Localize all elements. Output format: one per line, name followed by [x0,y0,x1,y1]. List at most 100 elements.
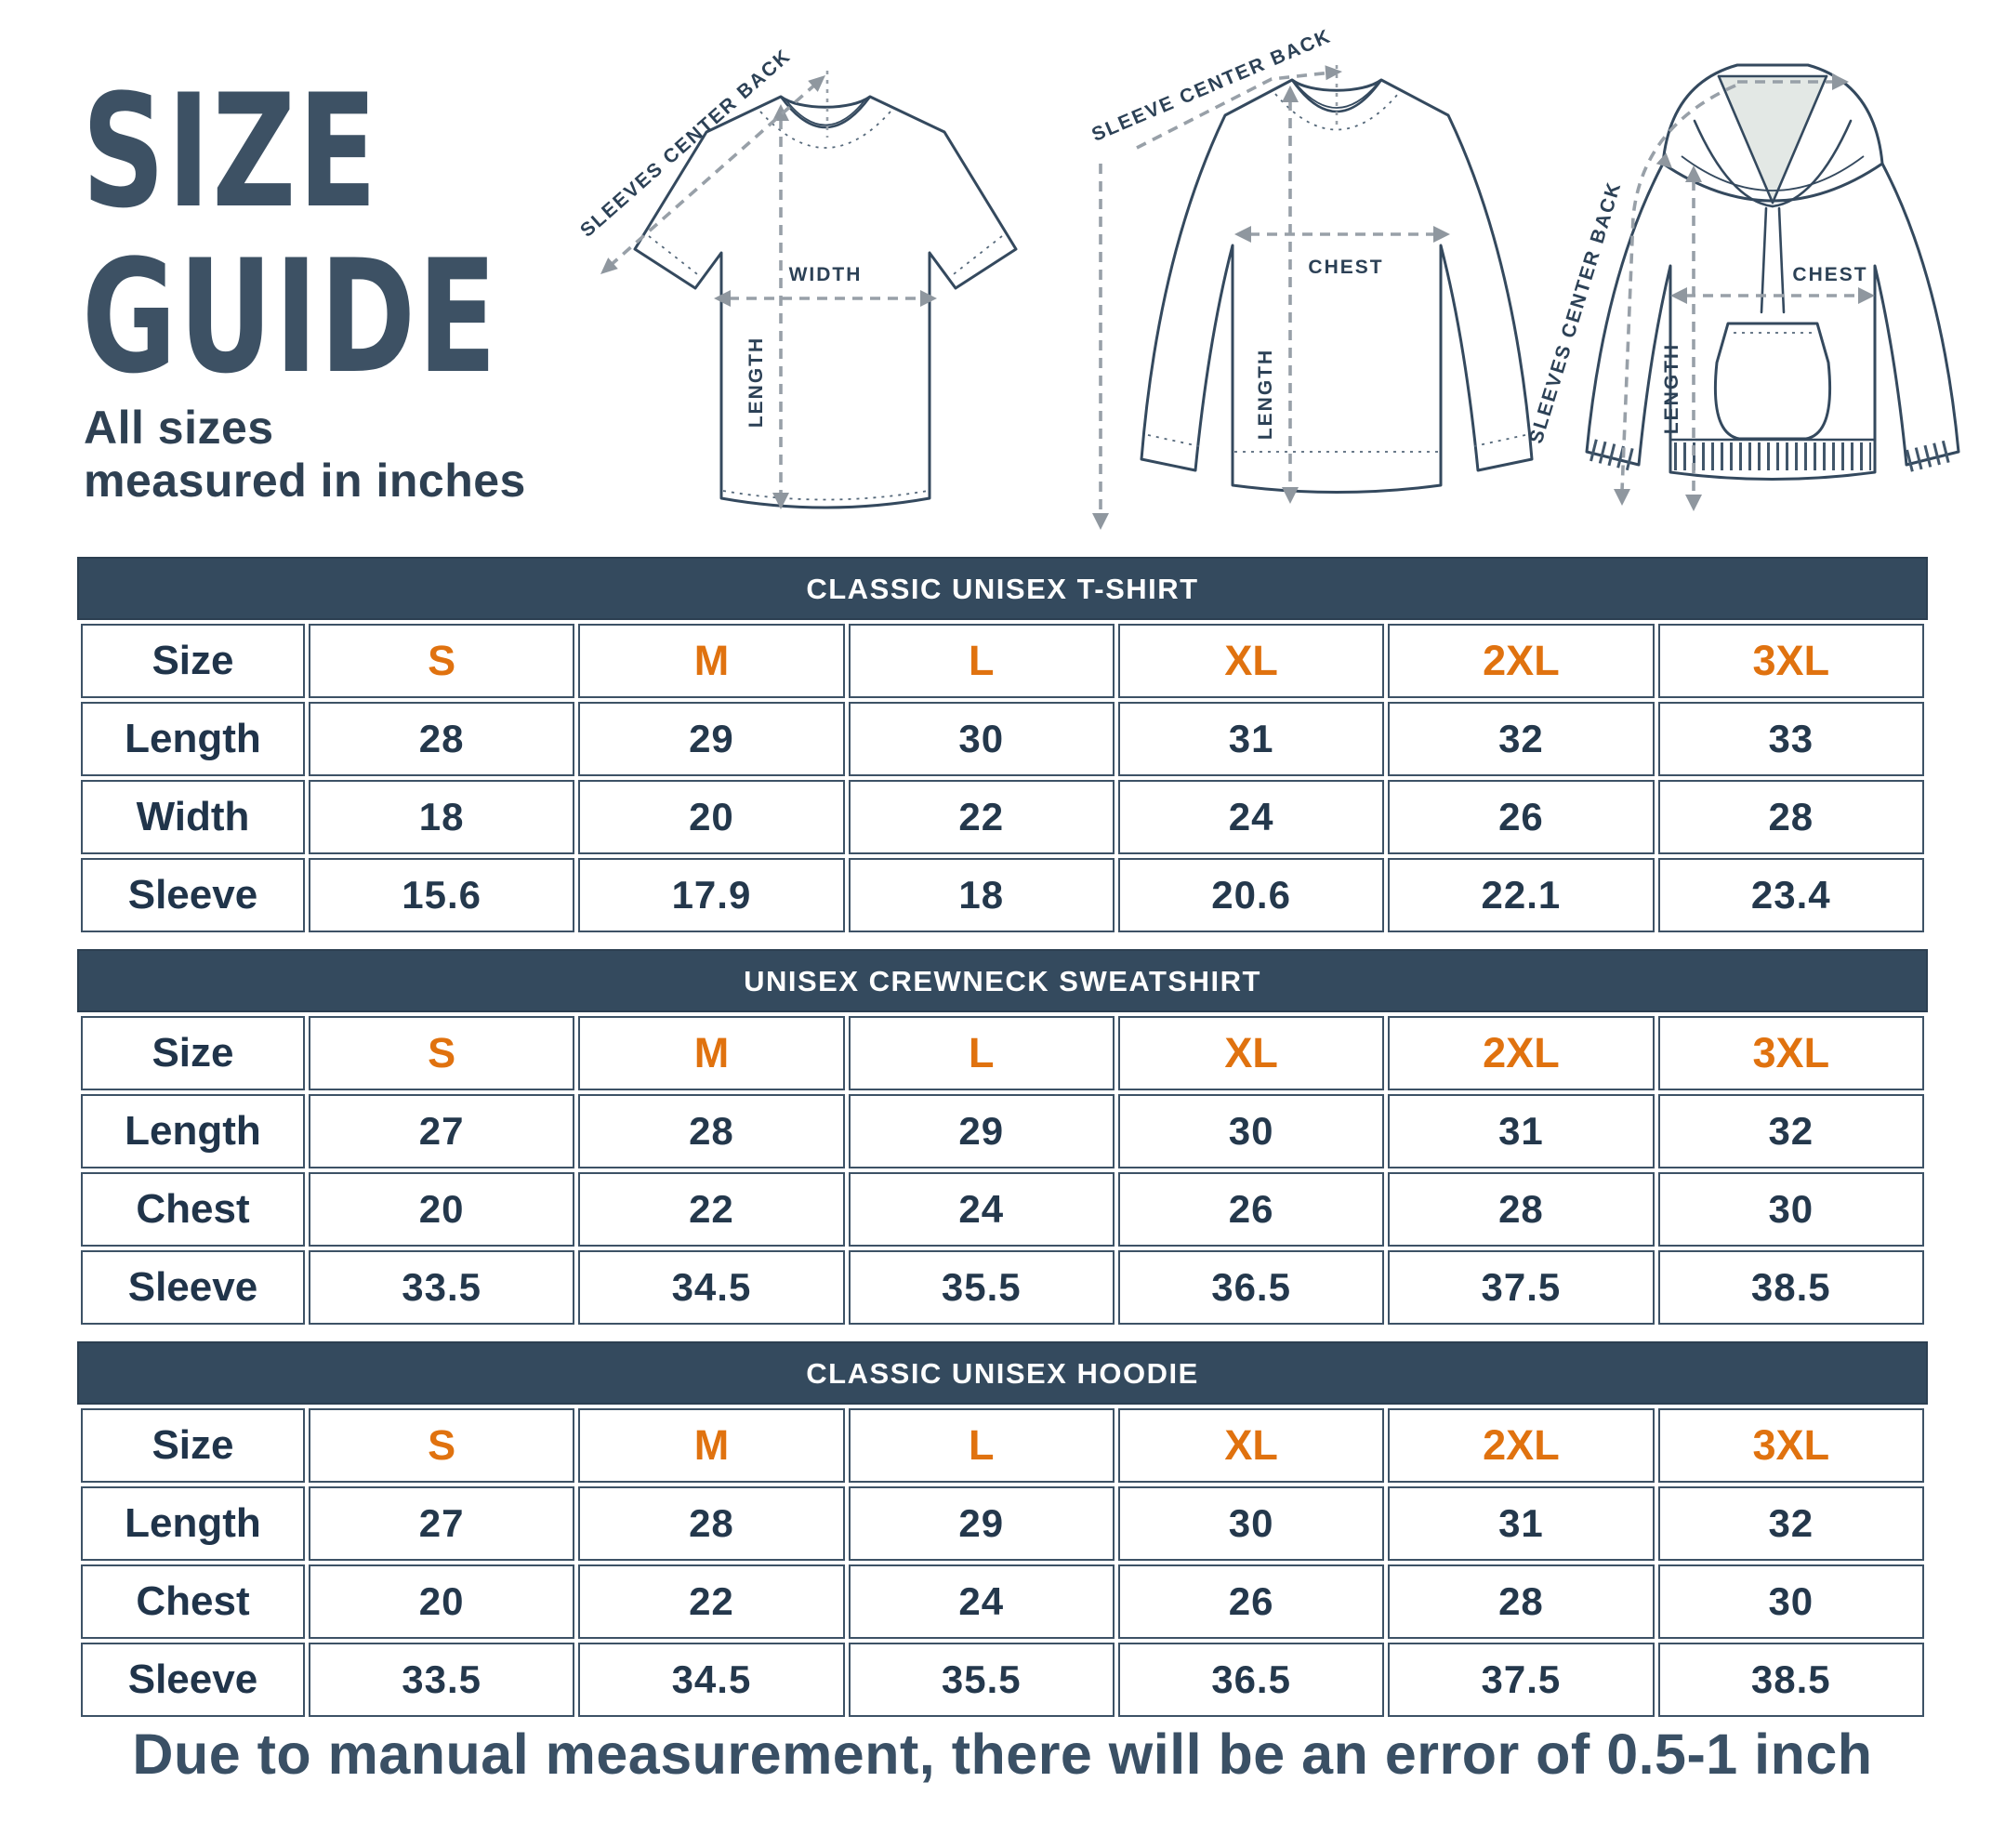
subtitle-line-2: measured in inches [84,455,526,507]
tshirt-diagram: WIDTH LENGTH SLEEVES CENTER BACK [576,45,1018,509]
size-table-hoodie: CLASSIC UNISEX HOODIE Size S M L XL 2XL 3XL Leng… [77,1341,1928,1721]
value-cell: 34.5 [578,1250,845,1325]
value-cell: 36.5 [1117,1250,1385,1325]
value-cell: 29 [848,1486,1115,1561]
hoodie-diagram: CHEST LENGTH SLEEVES CENTER BACK [1525,63,1960,511]
value-cell: 20 [578,780,845,854]
value-cell: 28 [1657,780,1924,854]
size-row: Size S M L XL 2XL 3XL [81,1016,1924,1090]
measurement-error-note: Due to manual measurement, there will be… [132,1723,1873,1786]
length-label: LENGTH [1661,343,1682,434]
subtitle-line-1: All sizes [84,402,274,454]
value-cell: 28 [578,1486,845,1561]
size-cell: M [578,1408,845,1483]
tshirt-collar-stitch [759,111,891,149]
size-cell: 2XL [1388,1016,1655,1090]
size-cell: S [308,624,575,698]
value-cell: 26 [1388,780,1655,854]
size-cell: XL [1117,624,1385,698]
value-cell: 29 [848,1094,1115,1168]
tshirt-hem-stitch [722,490,929,501]
size-cell: L [848,1408,1115,1483]
value-cell: 28 [308,702,575,776]
measurement-row-length: Length 27 28 29 30 31 32 [81,1486,1924,1561]
value-cell: 30 [1657,1564,1924,1639]
width-label: WIDTH [789,264,863,285]
value-cell: 30 [1657,1172,1924,1247]
measurement-row-sleeve: Sleeve 33.5 34.5 35.5 36.5 37.5 38.5 [81,1643,1924,1717]
tshirt-sleeve-stitch-left [648,235,702,278]
sweatshirt-outline [1140,78,1534,494]
row-label-size: Size [81,1408,305,1483]
size-cell: L [848,1016,1115,1090]
value-cell: 31 [1388,1094,1655,1168]
sweatshirt-collar-stitch [1274,93,1399,131]
tshirt-sleeve-stitch-right [949,235,1003,278]
value-cell: 20 [308,1564,575,1639]
hoodie-hood-interior [1719,76,1827,203]
row-label-size: Size [81,1016,305,1090]
value-cell: 26 [1117,1172,1385,1247]
hoodie-cuff-rib-left [1589,439,1640,472]
chest-label: CHEST [1792,264,1867,285]
value-cell: 18 [308,780,575,854]
sweatshirt-cuff-stitch-left [1147,434,1200,447]
value-cell: 24 [848,1564,1115,1639]
value-cell: 38.5 [1657,1250,1924,1325]
value-cell: 27 [308,1486,575,1561]
page-title: SIZE GUIDE [82,69,645,400]
table-title-crewneck: UNISEX CREWNECK SWEATSHIRT [77,949,1928,1012]
row-label: Length [81,702,305,776]
length-label: LENGTH [1255,349,1276,440]
value-cell: 30 [1117,1094,1385,1168]
value-cell: 17.9 [578,858,845,932]
length-measure-arrow: LENGTH [1255,86,1299,504]
value-cell: 34.5 [578,1643,845,1717]
measurement-row-chest: Chest 20 22 24 26 28 30 [81,1564,1924,1639]
chest-measure-arrow: CHEST [1670,264,1875,304]
value-cell: 37.5 [1388,1250,1655,1325]
row-label: Length [81,1094,305,1168]
size-table-crewneck: UNISEX CREWNECK SWEATSHIRT Size S M L XL 2XL 3X… [77,949,1928,1328]
size-chart-crewneck: Size S M L XL 2XL 3XL Length 27 28 29 30 31 32 Chest 20… [77,1012,1928,1328]
value-cell: 28 [578,1094,845,1168]
size-cell: 2XL [1388,624,1655,698]
sweatshirt-cuff-stitch-right [1473,434,1526,447]
value-cell: 29 [578,702,845,776]
size-chart-tshirt: Size S M L XL 2XL 3XL Length 28 29 30 31 32 33 Width 18… [77,620,1928,936]
value-cell: 33.5 [308,1250,575,1325]
size-cell: 3XL [1657,1016,1924,1090]
size-tables: CLASSIC UNISEX T-SHIRT Size S M L XL 2XL 3XL Len… [77,557,1928,1734]
sweatshirt-collar-rib [1295,83,1378,109]
value-cell: 24 [848,1172,1115,1247]
value-cell: 23.4 [1657,858,1924,932]
length-label: LENGTH [745,337,767,428]
value-cell: 30 [848,702,1115,776]
value-cell: 31 [1388,1486,1655,1561]
size-cell: L [848,624,1115,698]
size-cell: 3XL [1657,1408,1924,1483]
row-label: Sleeve [81,1250,305,1325]
value-cell: 22.1 [1388,858,1655,932]
value-cell: 24 [1117,780,1385,854]
measurement-row-sleeve: Sleeve 33.5 34.5 35.5 36.5 37.5 38.5 [81,1250,1924,1325]
chest-measure-arrow: CHEST [1234,226,1450,278]
subtitle: All sizes measured in inches [84,402,526,508]
size-cell: M [578,1016,845,1090]
row-label: Width [81,780,305,854]
title-line-1: SIZE [82,60,379,243]
value-cell: 28 [1388,1172,1655,1247]
value-cell: 30 [1117,1486,1385,1561]
hoodie-pocket [1713,322,1832,441]
value-cell: 31 [1117,702,1385,776]
row-label: Chest [81,1564,305,1639]
value-cell: 36.5 [1117,1643,1385,1717]
hoodie-cuff-rib-right [1906,439,1956,472]
size-row: Size S M L XL 2XL 3XL [81,1408,1924,1483]
width-measure-arrow: WIDTH [714,264,937,307]
value-cell: 22 [578,1172,845,1247]
value-cell: 18 [848,858,1115,932]
size-cell: 2XL [1388,1408,1655,1483]
row-label: Length [81,1486,305,1561]
